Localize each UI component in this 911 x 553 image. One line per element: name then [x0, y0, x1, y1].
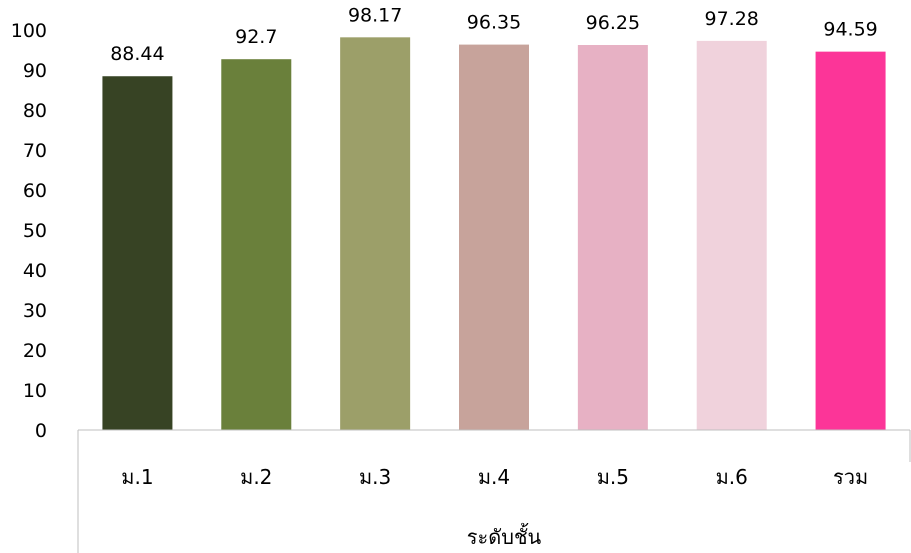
data-label: 96.35: [467, 12, 521, 34]
category-label: ม.4: [478, 465, 510, 489]
category-label: ม.5: [597, 465, 629, 489]
y-tick-label: 0: [35, 420, 47, 442]
data-label: 88.44: [110, 43, 164, 65]
bar: [221, 59, 292, 430]
y-tick-label: 40: [23, 260, 47, 282]
y-axis-ticks: 0 10 20 30 40 50 60 70 80 90 100: [11, 20, 47, 442]
bar: [815, 51, 886, 430]
x-axis-title: ระดับชั้น: [467, 523, 542, 549]
y-tick-label: 50: [23, 220, 47, 242]
y-tick-label: 100: [11, 20, 47, 42]
data-label: 96.25: [586, 12, 640, 34]
data-label: 92.7: [235, 26, 277, 48]
y-tick-label: 10: [23, 380, 47, 402]
category-labels: ม.1 ม.2 ม.3 ม.4 ม.5 ม.6 รวม: [121, 465, 868, 489]
data-label: 98.17: [348, 4, 402, 26]
category-label: ม.1: [121, 465, 153, 489]
category-label: รวม: [833, 465, 868, 489]
y-tick-label: 70: [23, 140, 47, 162]
y-tick-label: 90: [23, 60, 47, 82]
axis-lines: [77, 429, 911, 553]
y-tick-label: 60: [23, 180, 47, 202]
category-label: ม.3: [359, 465, 391, 489]
bar: [340, 37, 411, 430]
data-label: 97.28: [705, 8, 759, 30]
bars: [102, 37, 886, 431]
y-tick-label: 80: [23, 100, 47, 122]
data-label: 94.59: [823, 19, 877, 41]
y-tick-label: 20: [23, 340, 47, 362]
y-tick-label: 30: [23, 300, 47, 322]
bar: [459, 44, 529, 430]
data-labels: 88.44 92.7 98.17 96.35 96.25 97.28 94.59: [110, 4, 878, 65]
bar: [696, 40, 767, 430]
bar: [102, 76, 173, 431]
bar: [577, 45, 648, 430]
category-label: ม.6: [716, 465, 748, 489]
category-label: ม.2: [240, 465, 272, 489]
